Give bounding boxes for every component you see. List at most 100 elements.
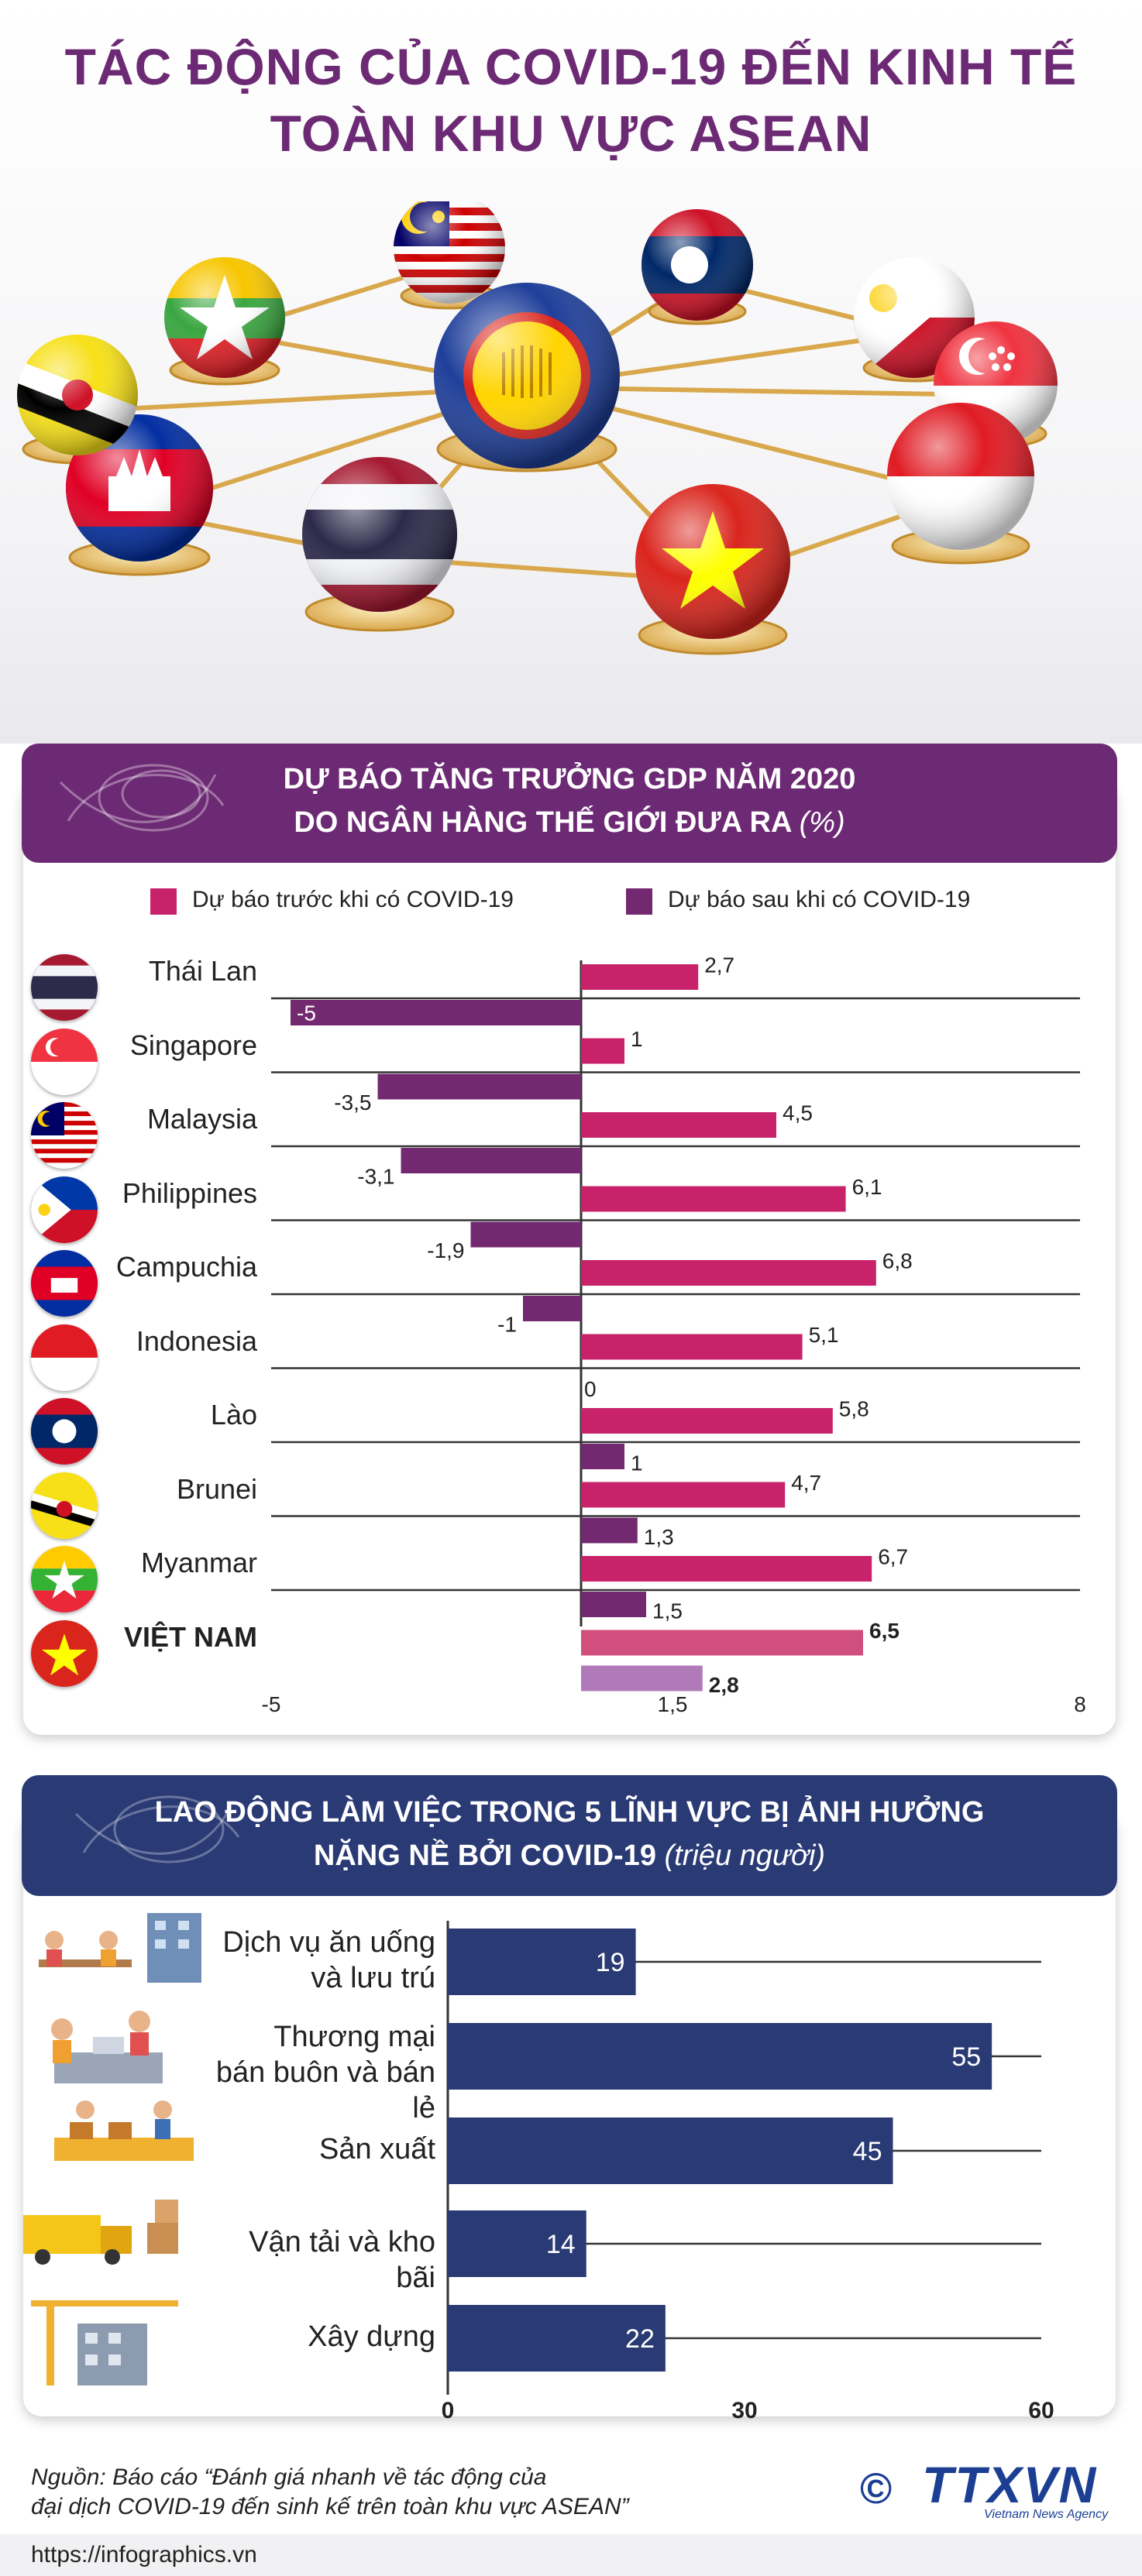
bar-post-covid bbox=[581, 1444, 624, 1469]
legend-post-covid-label: Dự báo sau khi có COVID-19 bbox=[668, 887, 971, 912]
decorative-swirl-icon bbox=[59, 764, 225, 832]
value-label-post-covid: -3,5 bbox=[334, 1091, 371, 1115]
bar-pre-covid bbox=[581, 1112, 776, 1138]
value-label-pre-covid: 1 bbox=[631, 1027, 643, 1051]
value-label-post-covid: -3,1 bbox=[357, 1165, 394, 1189]
labor-axis-tick-label: 30 bbox=[731, 2398, 757, 2423]
labor-value-label: 55 bbox=[951, 2042, 981, 2072]
country-label: Lào bbox=[210, 1399, 257, 1431]
construction-icon bbox=[31, 2300, 178, 2385]
bar-post-covid bbox=[470, 1221, 581, 1248]
philippines-flag-icon bbox=[31, 1176, 98, 1243]
country-label: Campuchia bbox=[115, 1251, 257, 1283]
sector-label: Dịch vụ ăn uống và lưu trú bbox=[203, 1925, 435, 1996]
bar-pre-covid bbox=[581, 1186, 846, 1212]
labor-title-line1: LAO ĐỘNG LÀM VIỆC TRONG 5 LĨNH VỰC BỊ ẢN… bbox=[154, 1796, 985, 1829]
value-label-pre-covid: 5,1 bbox=[809, 1323, 839, 1347]
labor-bar bbox=[448, 2210, 586, 2277]
country-label: Brunei bbox=[176, 1472, 257, 1505]
country-label: Myanmar bbox=[140, 1547, 257, 1578]
labor-bar bbox=[448, 2305, 666, 2372]
labor-bar bbox=[448, 2023, 992, 2090]
labor-value-label: 14 bbox=[546, 2230, 576, 2259]
labor-bar bbox=[448, 2117, 893, 2184]
country-label: Thái Lan bbox=[148, 955, 257, 987]
manufacturing-icon bbox=[54, 2100, 194, 2161]
gdp-section-header: DỰ BÁO TĂNG TRƯỞNG GDP NĂM 2020 DO NGÂN … bbox=[22, 744, 1117, 863]
sector-label-line: Sản xuất bbox=[319, 2133, 435, 2166]
brunei-flag-ball bbox=[17, 335, 138, 455]
bar-pre-covid bbox=[581, 1482, 786, 1508]
bar-pre-covid bbox=[581, 1334, 803, 1360]
legend-pre-covid-swatch bbox=[150, 888, 177, 915]
page-title-line2: TOÀN KHU VỰC ASEAN bbox=[270, 105, 872, 162]
restaurant-hotel-icon bbox=[39, 1913, 201, 1983]
copyright-symbol: © bbox=[860, 2464, 893, 2512]
sector-label-line: bán buôn và bán lẻ bbox=[215, 2056, 435, 2124]
asean-flags-illustration bbox=[17, 201, 1058, 655]
value-label-post-covid: 1 bbox=[631, 1451, 643, 1475]
value-label-post-covid: -1 bbox=[497, 1313, 517, 1337]
bar-pre-covid bbox=[581, 1408, 833, 1434]
gdp-axis-tick-label: 1,5 bbox=[658, 1692, 688, 1716]
value-label-post-covid: -1,9 bbox=[427, 1238, 464, 1262]
bar-post-covid bbox=[581, 1592, 646, 1617]
bar-pre-covid bbox=[581, 964, 699, 990]
page-title-line1: TÁC ĐỘNG CỦA COVID-19 ĐẾN KINH TẾ bbox=[64, 38, 1078, 95]
value-label-post-covid: 2,8 bbox=[709, 1673, 739, 1697]
malaysia-flag-icon bbox=[31, 1102, 98, 1169]
value-label-pre-covid: 4,5 bbox=[783, 1101, 813, 1125]
labor-title-line2: NẶNG NỀ BỞI COVID-19 bbox=[313, 1839, 656, 1872]
country-label: Malaysia bbox=[146, 1103, 257, 1135]
value-label-post-covid: 1,3 bbox=[644, 1525, 674, 1549]
thailand-flag-ball bbox=[302, 457, 457, 612]
vietnam-flag-icon bbox=[31, 1619, 98, 1687]
value-label-pre-covid: 2,7 bbox=[704, 953, 734, 977]
country-label: Singapore bbox=[129, 1029, 257, 1061]
bar-post-covid bbox=[581, 1665, 703, 1692]
labor-axis-tick-label: 60 bbox=[1028, 2398, 1054, 2423]
bar-pre-covid bbox=[581, 1260, 876, 1286]
bar-post-covid bbox=[291, 1000, 581, 1025]
value-label-post-covid: 0 bbox=[584, 1377, 597, 1401]
sector-label-line: và lưu trú bbox=[311, 1962, 435, 1994]
cambodia-flag-ball bbox=[66, 414, 213, 562]
bar-post-covid bbox=[581, 1517, 638, 1544]
truck-warehouse-icon bbox=[23, 2200, 178, 2265]
bar-post-covid bbox=[377, 1073, 581, 1100]
sector-label-line: Xây dựng bbox=[308, 2320, 435, 2353]
footer-bar bbox=[0, 2534, 1142, 2576]
sector-label: Vận tải và kho bãi bbox=[203, 2224, 435, 2296]
sector-icons bbox=[23, 1913, 201, 2385]
labor-value-label: 19 bbox=[596, 1948, 625, 1977]
asean-emblem-ball bbox=[434, 283, 620, 469]
value-label-pre-covid: 6,5 bbox=[869, 1619, 899, 1643]
legend-post-covid-swatch bbox=[626, 888, 652, 915]
gdp-axis-tick-label: -5 bbox=[262, 1692, 281, 1716]
country-label: VIỆT NAM bbox=[123, 1620, 257, 1653]
gdp-title-line1: DỰ BÁO TĂNG TRƯỞNG GDP NĂM 2020 bbox=[283, 763, 856, 795]
sector-label-line: Dịch vụ ăn uống bbox=[222, 1926, 435, 1959]
value-label-pre-covid: 6,7 bbox=[878, 1545, 908, 1569]
labor-axis-tick-label: 0 bbox=[442, 2398, 455, 2423]
laos-flag-icon bbox=[31, 1398, 98, 1465]
value-label-pre-covid: 6,1 bbox=[852, 1175, 882, 1199]
bar-pre-covid bbox=[581, 1556, 872, 1582]
labor-section-header: LAO ĐỘNG LÀM VIỆC TRONG 5 LĨNH VỰC BỊ ẢN… bbox=[22, 1775, 1117, 1896]
cambodia-flag-icon bbox=[31, 1250, 98, 1317]
bar-post-covid bbox=[523, 1296, 581, 1321]
labor-bar-chart: 19 55 45 14 22 0 30 60 bbox=[442, 1921, 1054, 2423]
footer-url-link[interactable]: https://infographics.vn bbox=[31, 2542, 257, 2567]
country-label: Indonesia bbox=[136, 1324, 257, 1357]
labor-bar bbox=[448, 1929, 636, 1995]
country-label: Philippines bbox=[122, 1176, 257, 1209]
sector-label: Thương mại bán buôn và bán lẻ bbox=[203, 2019, 435, 2126]
bar-post-covid bbox=[401, 1148, 581, 1173]
thailand-flag-icon bbox=[31, 954, 98, 1021]
source-line1: Nguồn: Báo cáo “Đánh giá nhanh về tác độ… bbox=[31, 2464, 547, 2490]
labor-unit: (triệu người) bbox=[664, 1839, 826, 1872]
labor-value-label: 22 bbox=[625, 2324, 655, 2354]
agency-name: Vietnam News Agency bbox=[984, 2508, 1109, 2521]
brunei-flag-icon bbox=[31, 1472, 98, 1539]
sector-label: Xây dựng bbox=[203, 2319, 435, 2354]
